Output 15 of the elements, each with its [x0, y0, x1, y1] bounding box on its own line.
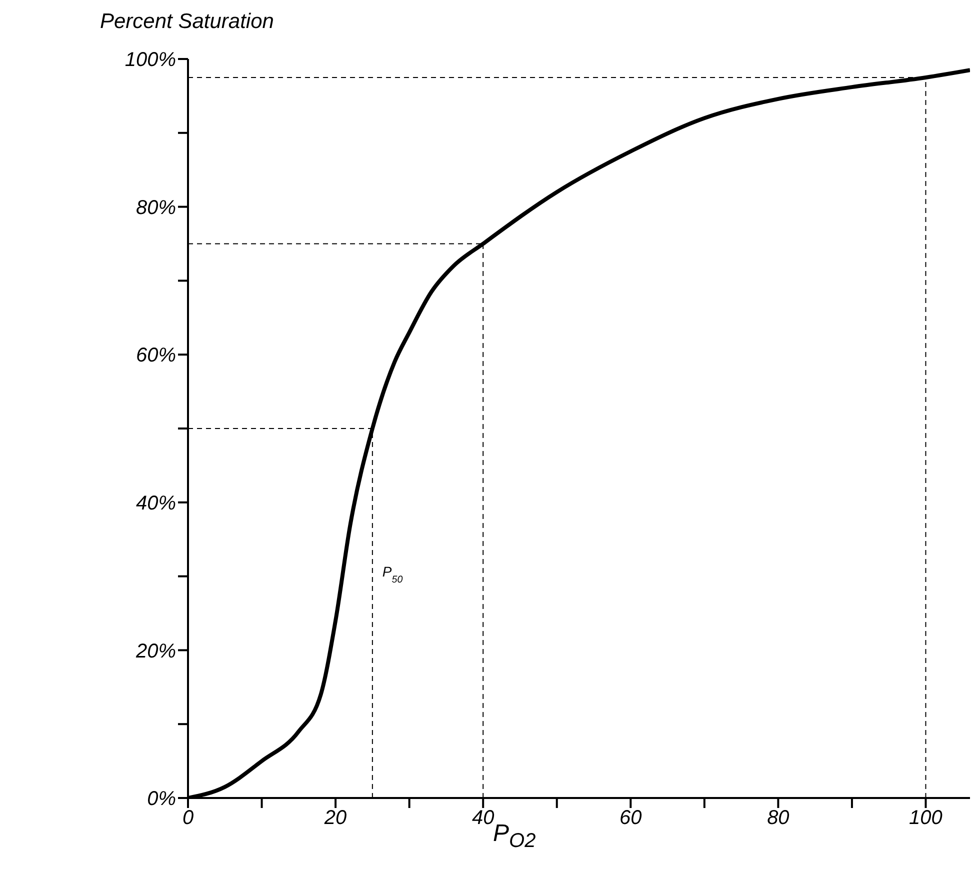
- y-tick-label: 40%: [136, 492, 176, 514]
- y-tick-label: 80%: [136, 196, 176, 219]
- x-axis-title: P$_{O2}$: [493, 820, 536, 853]
- y-tick-label: 100%: [124, 49, 176, 72]
- x-tick-label: 40: [472, 807, 494, 830]
- x-tick-label: 80: [767, 807, 790, 830]
- x-tick-label: 0: [182, 807, 194, 830]
- x-tick-label: 100: [909, 807, 942, 830]
- ref-line-label: P$_{50}$: [382, 563, 404, 585]
- y-axis-title: Percent Saturation: [100, 10, 274, 34]
- x-tick-label: 20: [323, 807, 347, 830]
- y-tick-label: 20%: [134, 640, 176, 662]
- x-tick-label: 60: [620, 807, 642, 830]
- y-tick-label: 0%: [147, 788, 176, 810]
- y-tick-label: 60%: [136, 344, 176, 367]
